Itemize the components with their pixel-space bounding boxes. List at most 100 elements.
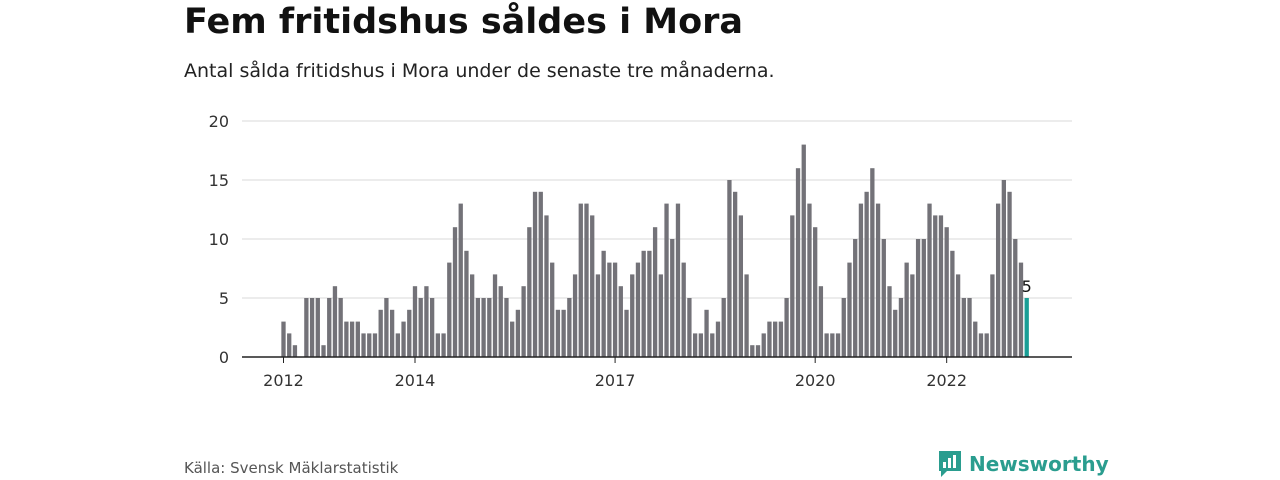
bar xyxy=(858,203,864,357)
bar xyxy=(504,298,509,357)
bar xyxy=(447,262,452,357)
bar xyxy=(755,345,761,357)
bar xyxy=(704,309,709,357)
highlight-bar xyxy=(1024,298,1029,357)
y-tick-label: 10 xyxy=(209,230,229,249)
bar xyxy=(910,274,915,357)
bar xyxy=(995,203,1001,357)
bar xyxy=(601,250,606,357)
bar xyxy=(584,203,589,357)
bar xyxy=(412,286,418,357)
bar xyxy=(692,333,698,357)
bar xyxy=(498,286,503,357)
bar xyxy=(487,298,492,357)
bar xyxy=(984,333,989,357)
bar xyxy=(481,298,486,357)
bar xyxy=(732,191,738,357)
bar xyxy=(612,262,618,357)
bar xyxy=(870,168,875,357)
bar xyxy=(824,333,829,357)
bar xyxy=(921,239,926,357)
bar xyxy=(424,286,429,357)
bar xyxy=(933,215,938,357)
bar xyxy=(887,286,892,357)
bar xyxy=(795,168,801,357)
bar xyxy=(1007,191,1012,357)
y-tick-label: 5 xyxy=(219,289,229,308)
bar xyxy=(389,309,395,357)
bar xyxy=(750,345,755,357)
x-tick-label: 2020 xyxy=(795,371,836,390)
bar xyxy=(652,227,658,357)
y-tick-label: 20 xyxy=(209,112,229,131)
bar xyxy=(955,274,961,357)
brand-logo: Newsworthy xyxy=(937,449,1109,479)
bar xyxy=(818,286,824,357)
bar xyxy=(807,203,812,357)
bar xyxy=(830,333,835,357)
bar xyxy=(698,333,703,357)
bar xyxy=(458,203,463,357)
brand-name: Newsworthy xyxy=(969,452,1109,476)
bar xyxy=(727,180,732,357)
bar xyxy=(327,298,332,357)
bar xyxy=(521,286,526,357)
bar xyxy=(853,239,858,357)
bar-chart: 0 5 10 15 20 5 2012 2014 2017 2020 2022 xyxy=(209,112,1072,390)
bar xyxy=(630,274,635,357)
bar xyxy=(372,333,378,357)
bar xyxy=(361,333,366,357)
bar xyxy=(847,262,852,357)
bar xyxy=(624,309,629,357)
bar xyxy=(950,250,955,357)
bar xyxy=(973,321,978,357)
bar xyxy=(384,298,389,357)
bar xyxy=(875,203,881,357)
bar xyxy=(687,298,692,357)
bar xyxy=(881,239,886,357)
bar xyxy=(990,274,995,357)
bar xyxy=(1018,262,1024,357)
newsworthy-logo-icon xyxy=(939,451,961,477)
bar xyxy=(378,309,383,357)
bar xyxy=(287,333,292,357)
bar xyxy=(395,333,400,357)
bar xyxy=(801,144,806,357)
bar xyxy=(790,215,795,357)
x-tick-label: 2012 xyxy=(263,371,304,390)
highlight-data-label: 5 xyxy=(1022,277,1032,296)
x-tick-label: 2017 xyxy=(595,371,636,390)
bar xyxy=(367,333,372,357)
bar xyxy=(475,298,481,357)
bar xyxy=(538,191,543,357)
bar xyxy=(761,333,766,357)
bar xyxy=(618,286,623,357)
bar xyxy=(429,298,435,357)
bar xyxy=(464,250,469,357)
bar xyxy=(835,333,841,357)
bar xyxy=(407,309,412,357)
bar xyxy=(527,227,532,357)
bar xyxy=(944,227,949,357)
bar xyxy=(607,262,612,357)
chart-title: Fem fritidshus såldes i Mora xyxy=(184,2,744,42)
bar xyxy=(492,274,498,357)
bar xyxy=(841,298,846,357)
bar xyxy=(641,250,646,357)
bar xyxy=(338,298,343,357)
bar xyxy=(904,262,909,357)
x-tick-label: 2014 xyxy=(395,371,436,390)
bar xyxy=(315,298,320,357)
bar xyxy=(590,215,595,357)
bar xyxy=(961,298,966,357)
bar xyxy=(967,298,972,357)
bar xyxy=(978,333,984,357)
bars: 5 xyxy=(281,144,1032,357)
bar xyxy=(349,321,355,357)
bar xyxy=(550,262,555,357)
bar xyxy=(292,345,298,357)
bar xyxy=(681,262,686,357)
bar xyxy=(721,298,726,357)
bar xyxy=(281,321,286,357)
bar xyxy=(670,239,675,357)
